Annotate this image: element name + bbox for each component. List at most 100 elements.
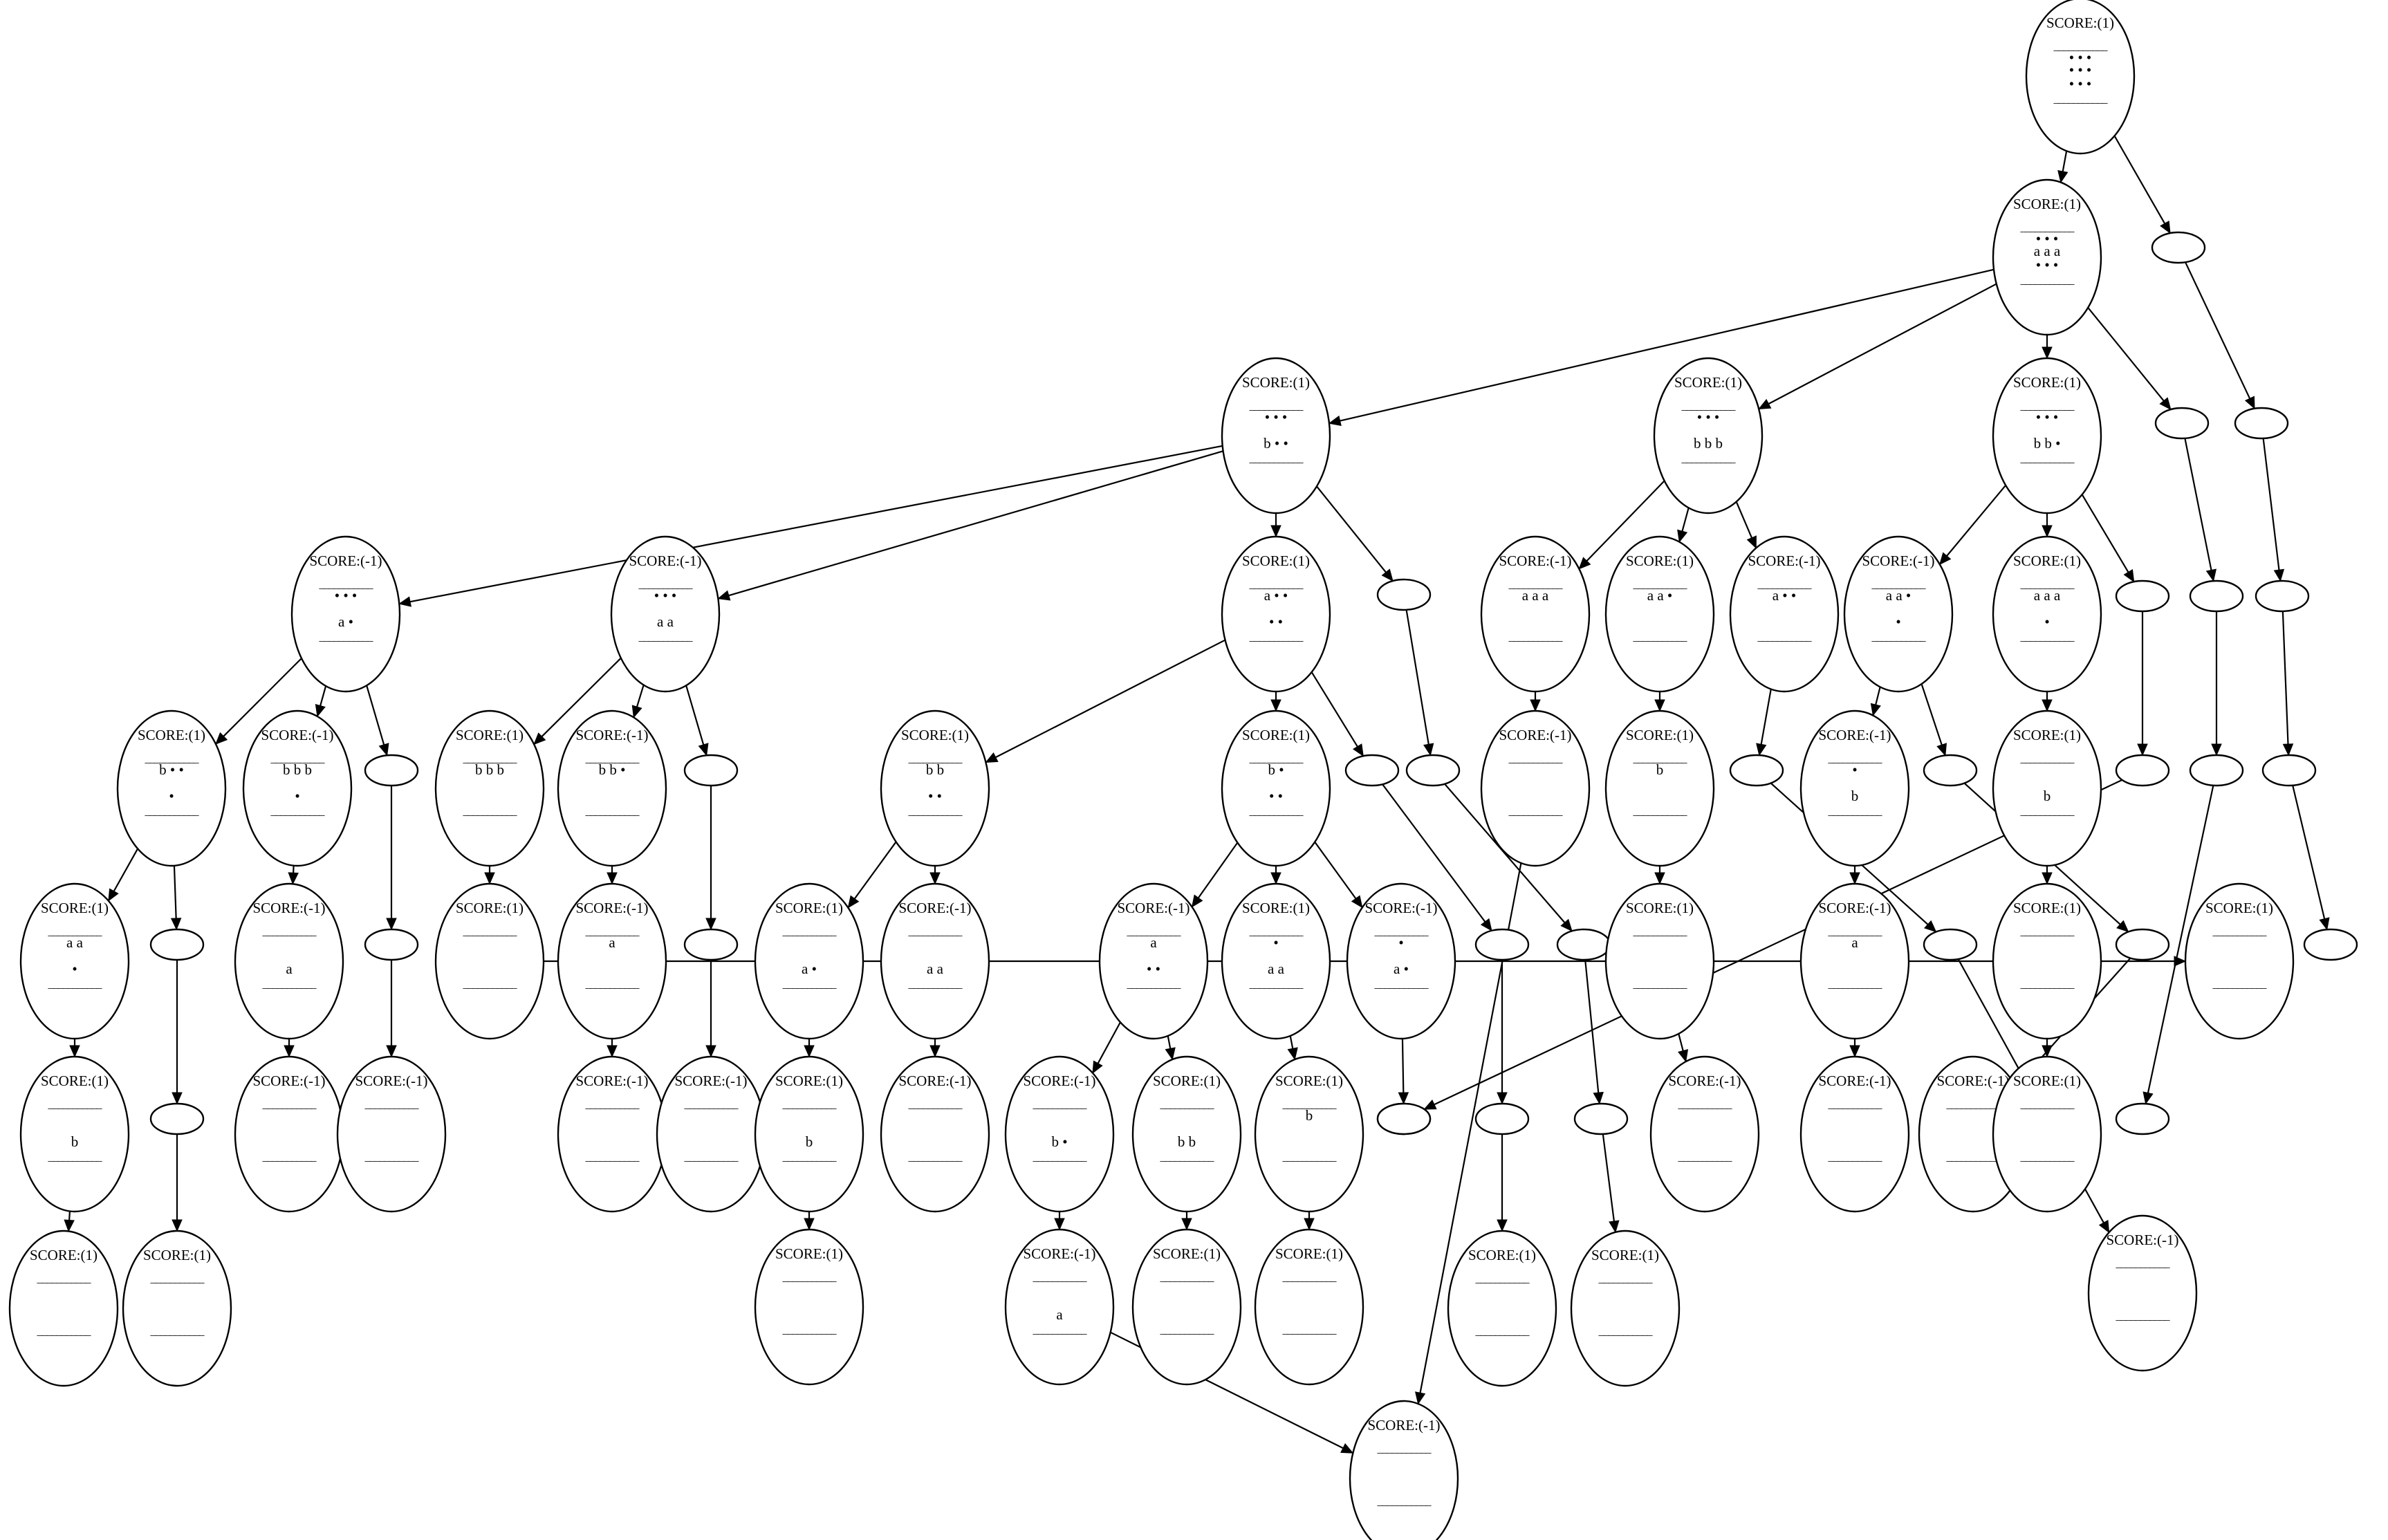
edge-n9-n23 bbox=[541, 657, 622, 737]
node-board-row: b b • bbox=[2034, 435, 2061, 452]
node-board-row: • • • bbox=[654, 587, 677, 604]
node-separator: ___________ bbox=[145, 806, 200, 817]
state-node: SCORE:(1) ___________ ___________ bbox=[8, 1230, 119, 1387]
state-node: SCORE:(-1)___________• • •a •___________ bbox=[290, 535, 401, 693]
node-ellipse bbox=[557, 709, 667, 867]
node-ellipse bbox=[754, 1055, 864, 1213]
edge-arrowhead bbox=[2319, 917, 2330, 931]
node-separator: ___________ bbox=[2212, 926, 2268, 938]
edge-arrowhead bbox=[1936, 743, 1947, 757]
edge-n3-n11 bbox=[1316, 485, 1387, 573]
edge-n2-n7 bbox=[2185, 261, 2251, 399]
edge-n8-n21 bbox=[320, 685, 327, 706]
node-ellipse bbox=[2154, 407, 2210, 440]
state-node: SCORE:(1)___________• • •b • •__________… bbox=[1221, 357, 1331, 514]
state-node: SCORE:(1) ___________ ___________ bbox=[1992, 1055, 2102, 1213]
node-score-label: SCORE:(-1) bbox=[253, 1073, 326, 1089]
node-ellipse bbox=[880, 882, 990, 1040]
node-separator: ___________ bbox=[262, 926, 317, 938]
state-node: SCORE:(1) ___________ ___________ bbox=[1254, 1228, 1364, 1386]
node-board-row: b b b bbox=[283, 761, 312, 778]
node-separator: ___________ bbox=[585, 926, 640, 938]
edge-arrowhead bbox=[2211, 743, 2222, 757]
edge-n9-n25 bbox=[685, 685, 705, 745]
node-ellipse bbox=[2261, 754, 2317, 787]
node-board-row: b bbox=[1851, 788, 1859, 804]
node-separator: ___________ bbox=[2020, 400, 2075, 412]
edge-arrowhead bbox=[1270, 872, 1281, 885]
node-ellipse bbox=[1098, 882, 1209, 1040]
edge-arrowhead bbox=[607, 1045, 618, 1058]
node-separator: ___________ bbox=[319, 579, 374, 591]
node-score-label: SCORE:(-1) bbox=[899, 1073, 972, 1089]
edge-arrowhead bbox=[1849, 872, 1860, 885]
node-separator: ___________ bbox=[1757, 579, 1813, 591]
node-ellipse bbox=[1131, 1228, 1242, 1386]
state-node: SCORE:(1)___________b___________ bbox=[1992, 709, 2102, 867]
node-separator: ___________ bbox=[48, 1099, 103, 1111]
node-separator: ___________ bbox=[638, 579, 694, 591]
node-ellipse bbox=[290, 535, 401, 693]
node-separator: ___________ bbox=[270, 753, 326, 765]
empty-node bbox=[2234, 407, 2289, 440]
edge-n37-n83 bbox=[2147, 785, 2214, 1093]
node-separator: ___________ bbox=[1508, 631, 1564, 643]
node-separator: ___________ bbox=[908, 978, 963, 990]
edge-n1-n4 bbox=[1768, 283, 1997, 405]
node-score-label: SCORE:(1) bbox=[2013, 553, 2081, 569]
node-board-row: b • bbox=[1051, 1133, 1067, 1150]
node-separator: ___________ bbox=[908, 753, 963, 765]
edge-n48-n67 bbox=[1167, 1035, 1172, 1049]
node-score-label: SCORE:(1) bbox=[1153, 1245, 1221, 1262]
edge-n5-n15 bbox=[1946, 485, 2006, 557]
node-ellipse bbox=[2184, 882, 2295, 1040]
state-node: SCORE:(1)___________• • •a a a• • •_____… bbox=[1992, 178, 2102, 336]
edge-arrowhead bbox=[698, 743, 709, 757]
node-board-row: • • • bbox=[1697, 409, 1720, 425]
node-ellipse bbox=[610, 535, 721, 693]
edge-arrowhead bbox=[804, 1045, 815, 1058]
state-node: SCORE:(-1)___________a___________ bbox=[1799, 882, 1910, 1040]
state-node: SCORE:(1)___________b b___________ bbox=[1131, 1055, 1242, 1213]
node-separator: ___________ bbox=[1678, 1151, 1733, 1163]
edge-n19-n38 bbox=[2281, 611, 2289, 745]
edge-arrowhead bbox=[1578, 557, 1591, 570]
edge-arrowhead bbox=[288, 872, 299, 885]
node-score-label: SCORE:(1) bbox=[1242, 553, 1310, 569]
node-ellipse bbox=[1799, 1055, 1910, 1213]
node-score-label: SCORE:(-1) bbox=[2107, 1232, 2179, 1248]
edge-n10-n26 bbox=[995, 639, 1226, 759]
node-separator: ___________ bbox=[2020, 1099, 2075, 1111]
edge-n8-n22 bbox=[366, 685, 385, 745]
node-ellipse bbox=[880, 1055, 990, 1213]
edge-n11-n29 bbox=[1405, 609, 1429, 745]
node-score-label: SCORE:(1) bbox=[1591, 1247, 1659, 1263]
node-board-row: a • bbox=[802, 961, 817, 977]
node-separator: ___________ bbox=[1282, 1099, 1338, 1111]
empty-node bbox=[1729, 754, 1784, 787]
node-score-label: SCORE:(1) bbox=[143, 1247, 211, 1263]
node-ellipse bbox=[1799, 709, 1910, 867]
node-score-label: SCORE:(-1) bbox=[1669, 1073, 1741, 1089]
node-score-label: SCORE:(-1) bbox=[1499, 727, 1572, 743]
edge-arrowhead bbox=[2174, 956, 2187, 967]
node-ellipse bbox=[683, 754, 739, 787]
edge-n21-n41 bbox=[293, 865, 295, 873]
node-separator: ___________ bbox=[1033, 1151, 1088, 1163]
node-separator: ___________ bbox=[2212, 978, 2268, 990]
edge-n20-n39 bbox=[113, 848, 139, 892]
node-separator: ___________ bbox=[2020, 275, 2075, 286]
edge-arrowhead bbox=[1678, 1049, 1689, 1063]
node-separator: ___________ bbox=[262, 1151, 317, 1163]
edges-layer bbox=[64, 135, 2330, 1454]
node-separator: ___________ bbox=[37, 1273, 92, 1285]
node-ellipse bbox=[1405, 754, 1461, 787]
node-board-row: • • • bbox=[2036, 409, 2059, 425]
edge-arrowhead bbox=[2042, 346, 2053, 360]
state-node: SCORE:(-1)___________b •___________ bbox=[1004, 1055, 1115, 1213]
edge-n3-n9 bbox=[728, 450, 1223, 597]
state-node: SCORE:(1)___________b b b___________ bbox=[434, 709, 545, 867]
state-node: SCORE:(-1)___________b b •___________ bbox=[557, 709, 667, 867]
edge-arrowhead bbox=[717, 590, 731, 601]
node-board-row: a bbox=[1851, 934, 1858, 951]
